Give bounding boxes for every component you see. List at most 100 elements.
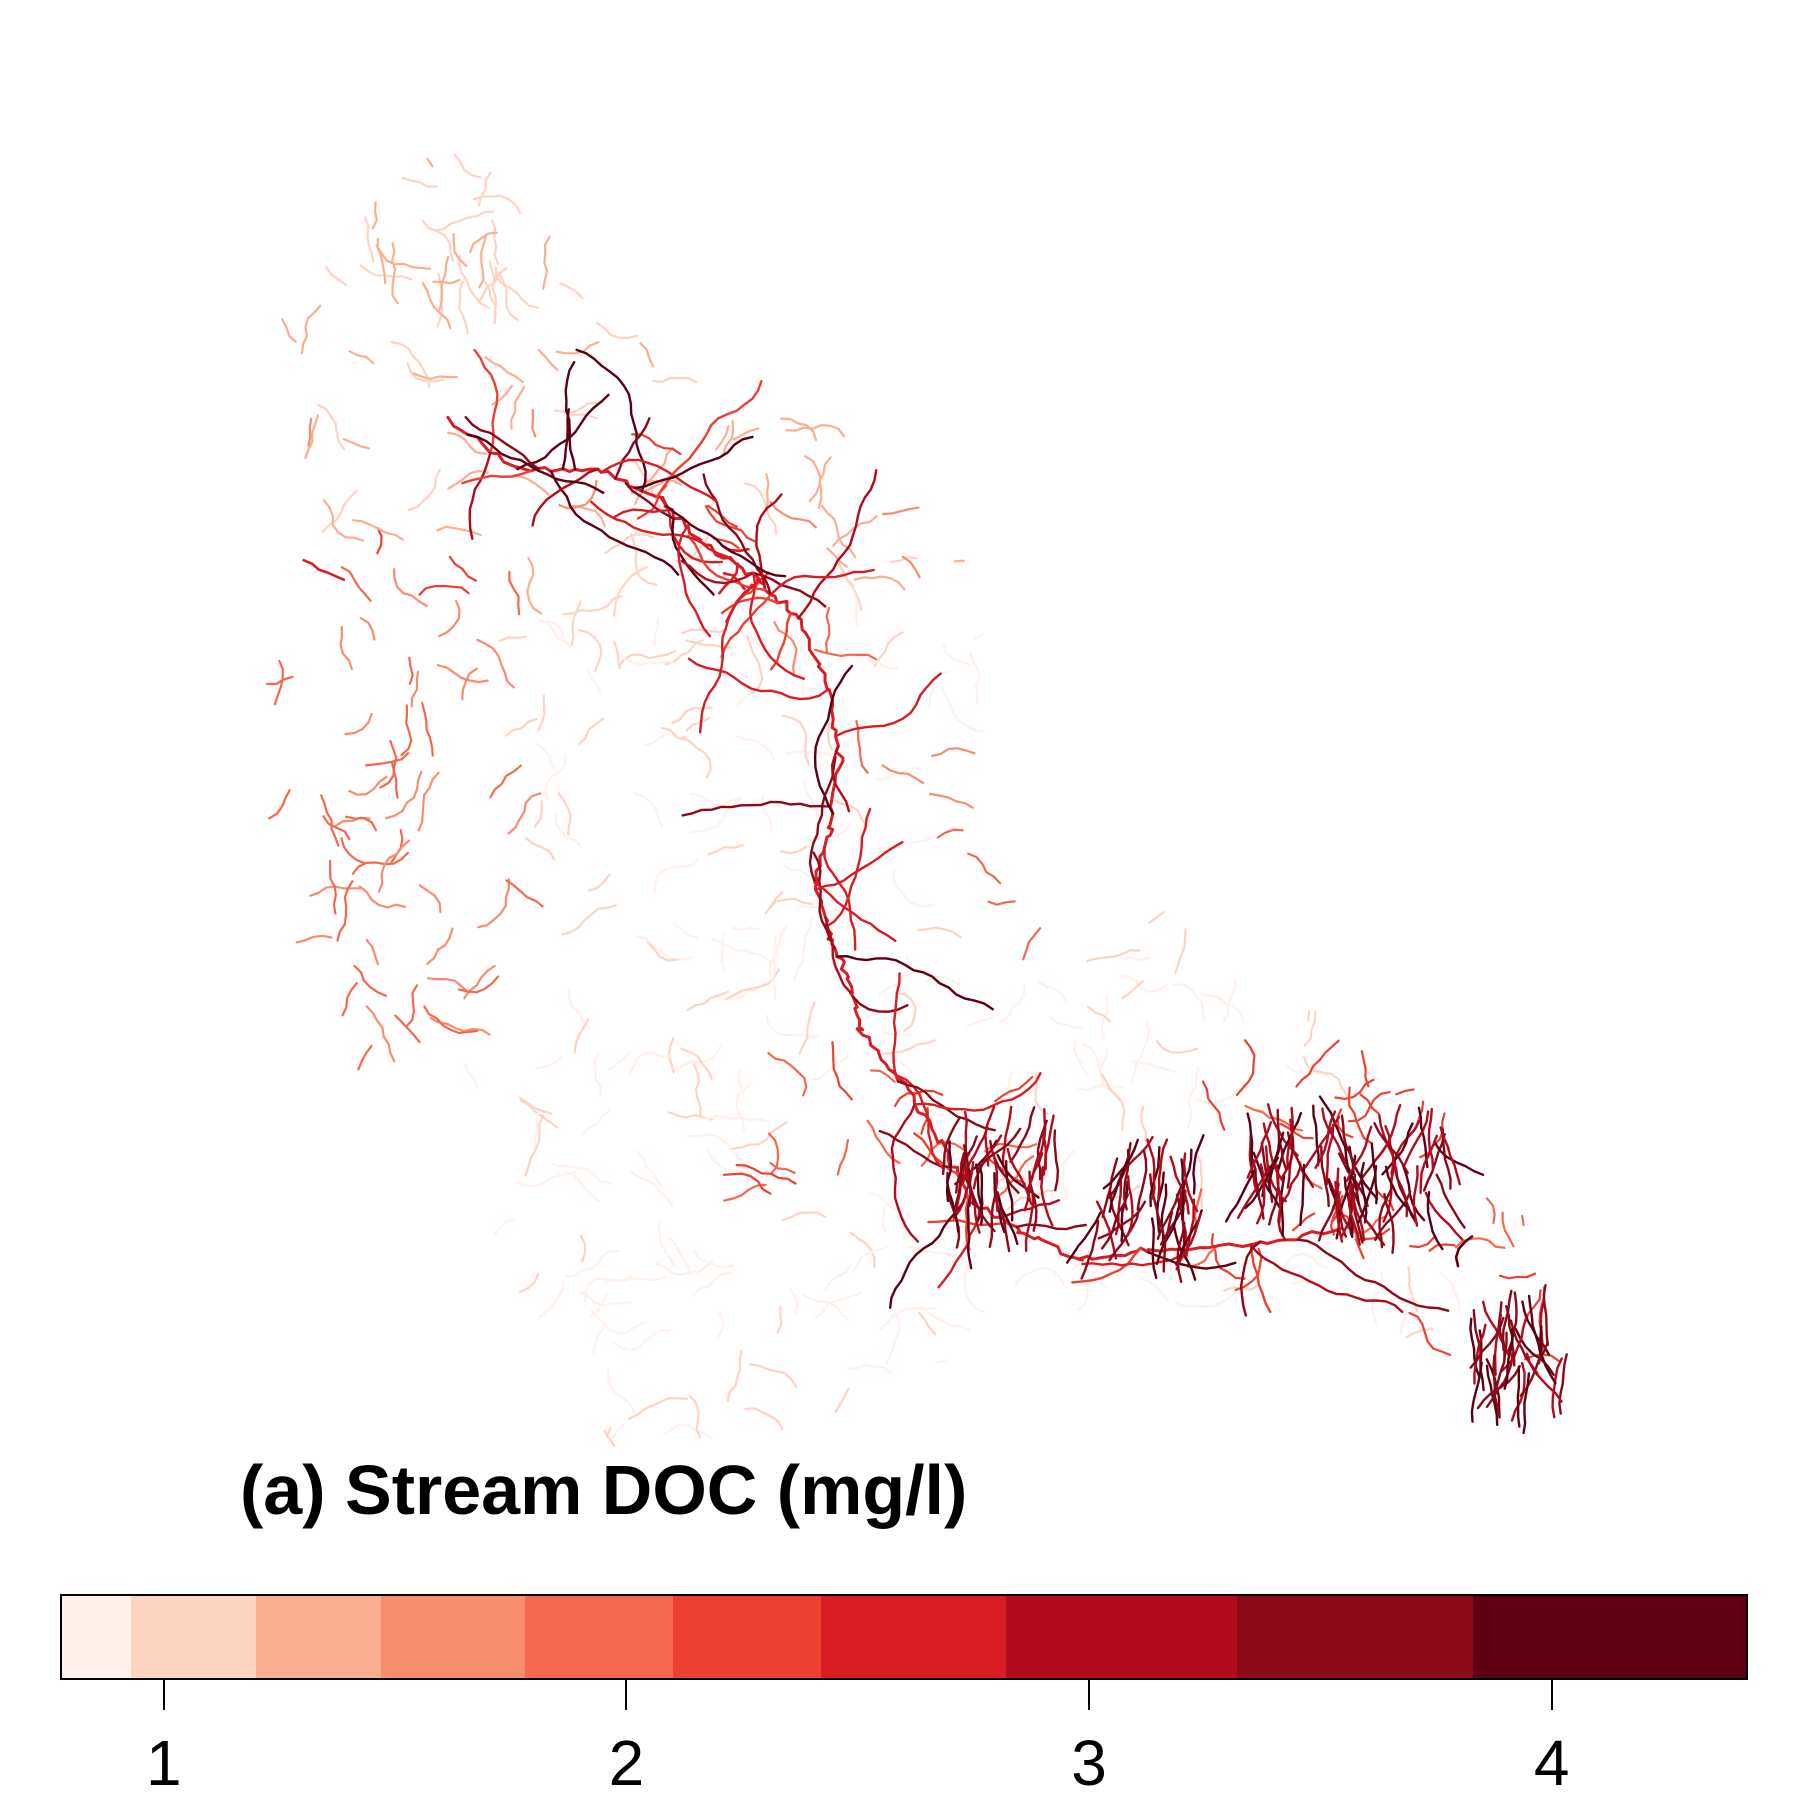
stream-segment (877, 837, 933, 850)
stream-segment (1053, 1129, 1060, 1192)
stream-segment (735, 1081, 752, 1131)
stream-segment (321, 489, 358, 534)
stream-segment (1180, 1158, 1185, 1221)
stream-segment (892, 972, 901, 1074)
stream-segment (1373, 1122, 1409, 1175)
stream-segment (447, 431, 487, 455)
stream-segment (1314, 1110, 1337, 1170)
stream-segment (851, 1245, 889, 1274)
stream-segment (1433, 1140, 1485, 1177)
stream-segment (340, 837, 366, 865)
stream-segment (1356, 1164, 1378, 1225)
stream-segment (1498, 1272, 1537, 1280)
stream-segment (542, 235, 551, 290)
stream-segment (568, 413, 598, 420)
stream-segment (1022, 927, 1042, 961)
stream-segment (1192, 1133, 1205, 1195)
stream-segment (731, 1121, 788, 1150)
colorbar-ticks: 1 2 3 4 (60, 1680, 1748, 1800)
stream-segment (797, 666, 805, 696)
stream-segment (1469, 1316, 1505, 1369)
stream-segment (371, 201, 378, 230)
stream-segment (1521, 1214, 1525, 1227)
stream-segment (785, 750, 840, 762)
stream-segment (612, 640, 621, 670)
stream-segment (377, 839, 411, 893)
stream-segment (988, 1186, 998, 1248)
stream-segment (533, 800, 543, 828)
stream-segment (491, 219, 500, 265)
stream-segment (1222, 977, 1237, 1023)
stream-segment (570, 600, 582, 646)
stream-segment (1408, 1236, 1435, 1249)
stream-segment (1370, 1271, 1384, 1324)
stream-segment (1302, 1055, 1348, 1097)
stream-segment (426, 157, 434, 168)
stream-segment (537, 349, 559, 371)
stream-segment (1037, 980, 1068, 1004)
stream-segment (824, 1264, 852, 1292)
stream-segment (322, 815, 351, 841)
stream-segment (744, 482, 778, 535)
stream-segment (1494, 1331, 1508, 1393)
stream-segment (577, 628, 603, 673)
stream-segment (689, 792, 742, 807)
stream-segment (493, 1217, 517, 1237)
colorbar-tick (625, 1680, 628, 1710)
stream-segment (769, 501, 818, 529)
stream-segment (392, 567, 428, 608)
stream-segment (538, 618, 568, 644)
stream-segment (692, 1062, 702, 1118)
stream-segment (1345, 1125, 1373, 1183)
stream-segment (636, 935, 694, 961)
stream-segment (1195, 1152, 1204, 1209)
stream-segment (767, 1132, 780, 1175)
stream-segment (553, 401, 599, 414)
stream-segment (549, 470, 680, 576)
stream-segment (516, 393, 610, 471)
stream-segment (941, 1116, 962, 1176)
stream-segment (339, 625, 353, 671)
stream-segment (671, 517, 715, 596)
stream-segment (672, 922, 698, 939)
stream-segment (1522, 1372, 1531, 1435)
stream-segment (655, 379, 763, 498)
stream-segment (849, 1231, 876, 1269)
stream-segment (735, 1163, 797, 1185)
stream-segment (679, 1047, 713, 1080)
stream-segment (504, 718, 538, 737)
stream-segment (706, 1150, 746, 1174)
stream-segment (720, 593, 772, 658)
stream-segment (1006, 1147, 1033, 1206)
stream-segment (268, 789, 291, 820)
stream-segment (348, 775, 388, 796)
stream-segment (1009, 1106, 1036, 1164)
stream-segment (1542, 1283, 1549, 1347)
stream-segment (447, 469, 489, 490)
stream-segment (1268, 1131, 1285, 1193)
stream-segment (952, 1160, 975, 1220)
stream-segment (748, 571, 806, 680)
stream-segment (768, 936, 778, 1000)
stream-segment (1005, 1159, 1014, 1222)
stream-segment (575, 348, 647, 493)
stream-segment (1255, 1163, 1266, 1225)
stream-segment (973, 633, 984, 641)
stream-segment (834, 672, 942, 738)
stream-segment (458, 280, 469, 335)
stream-segment (732, 427, 760, 441)
stream-segment (341, 981, 358, 1017)
stream-segment (537, 694, 546, 732)
stream-segment (826, 722, 834, 751)
stream-segment (316, 403, 346, 451)
stream-segment (881, 764, 925, 785)
stream-segment (966, 1197, 973, 1270)
colorbar-tick (162, 1680, 165, 1710)
stream-segment (436, 525, 482, 537)
stream-segment (1175, 1291, 1236, 1308)
stream-segment (1071, 1246, 1142, 1284)
stream-segment (964, 1188, 971, 1251)
stream-segment (508, 570, 521, 616)
stream-segment (769, 1161, 796, 1175)
stream-segment (617, 651, 678, 666)
